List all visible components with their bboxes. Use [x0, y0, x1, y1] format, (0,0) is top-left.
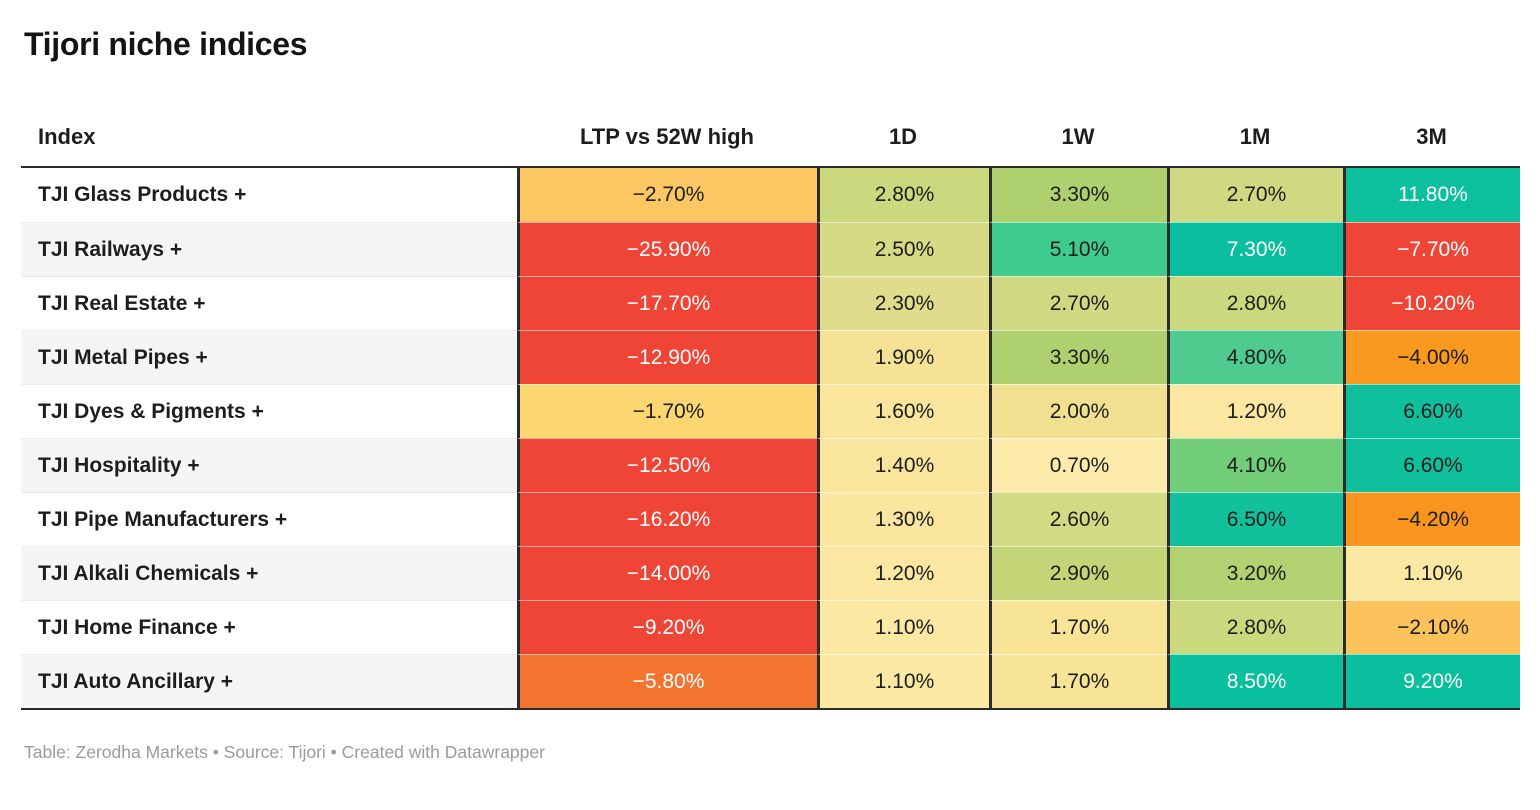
- value-cell: 1.40%: [817, 438, 989, 492]
- value-cell: −17.70%: [517, 276, 817, 330]
- table-header: Index LTP vs 52W high 1D 1W 1M 3M: [21, 122, 1520, 166]
- value-cell: 3.30%: [989, 168, 1167, 222]
- value-cell: 6.60%: [1343, 438, 1520, 492]
- column-header-1m: 1M: [1239, 124, 1271, 149]
- value-cell: 2.30%: [817, 276, 989, 330]
- value-cell: 1.60%: [817, 384, 989, 438]
- value-cell: 1.20%: [817, 546, 989, 600]
- page-title: Tijori niche indices: [24, 26, 308, 62]
- index-name-cell[interactable]: TJI Metal Pipes +: [21, 330, 517, 384]
- value-cell: 1.30%: [817, 492, 989, 546]
- index-name-cell[interactable]: TJI Dyes & Pigments +: [21, 384, 517, 438]
- index-name-cell[interactable]: TJI Railways +: [21, 222, 517, 276]
- value-cell: 1.10%: [817, 654, 989, 708]
- value-cell: −12.50%: [517, 438, 817, 492]
- table-chart: Tijori niche indices Index LTP vs 52W hi…: [21, 26, 1520, 762]
- value-cell: 0.70%: [989, 438, 1167, 492]
- value-cell: −4.20%: [1343, 492, 1520, 546]
- table-row: TJI Railways + −25.90% 2.50% 5.10% 7.30% −7.7…: [21, 222, 1520, 276]
- table-row: TJI Home Finance + −9.20% 1.10% 1.70% 2.80% −…: [21, 600, 1520, 654]
- column-header-1d: 1D: [888, 124, 918, 149]
- value-cell: 3.20%: [1167, 546, 1343, 600]
- value-cell: 8.50%: [1167, 654, 1343, 708]
- value-cell: 3.30%: [989, 330, 1167, 384]
- column-header-index: Index: [38, 124, 96, 149]
- index-name-cell[interactable]: TJI Auto Ancillary +: [21, 654, 517, 708]
- table-row: TJI Glass Products + −2.70% 2.80% 3.30% 2.70…: [21, 168, 1520, 222]
- value-cell: −12.90%: [517, 330, 817, 384]
- value-cell: 1.70%: [989, 654, 1167, 708]
- table-row: TJI Pipe Manufacturers + −16.20% 1.30% 2.60…: [21, 492, 1520, 546]
- value-cell: 6.50%: [1167, 492, 1343, 546]
- value-cell: 2.80%: [1167, 600, 1343, 654]
- attribution-footer: Table: Zerodha Markets • Source: Tijori …: [24, 742, 545, 762]
- column-header-1w: 1W: [1061, 124, 1095, 149]
- table-row: TJI Dyes & Pigments + −1.70% 1.60% 2.00% 1.2…: [21, 384, 1520, 438]
- value-cell: −2.70%: [517, 168, 817, 222]
- column-header-ltp-52w: LTP vs 52W high: [580, 124, 754, 149]
- index-name-cell[interactable]: TJI Hospitality +: [21, 438, 517, 492]
- value-cell: 2.50%: [817, 222, 989, 276]
- value-cell: −10.20%: [1343, 276, 1520, 330]
- value-cell: 6.60%: [1343, 384, 1520, 438]
- table-row: TJI Metal Pipes + −12.90% 1.90% 3.30% 4.80% −…: [21, 330, 1520, 384]
- value-cell: −16.20%: [517, 492, 817, 546]
- value-cell: −4.00%: [1343, 330, 1520, 384]
- value-cell: −1.70%: [517, 384, 817, 438]
- table-row: TJI Hospitality + −12.50% 1.40% 0.70% 4.10% 6…: [21, 438, 1520, 492]
- value-cell: 2.80%: [817, 168, 989, 222]
- value-cell: 2.00%: [989, 384, 1167, 438]
- value-cell: 2.70%: [1167, 168, 1343, 222]
- index-name-cell[interactable]: TJI Pipe Manufacturers +: [21, 492, 517, 546]
- index-name-cell[interactable]: TJI Glass Products +: [21, 168, 517, 222]
- value-cell: 2.70%: [989, 276, 1167, 330]
- value-cell: 1.10%: [1343, 546, 1520, 600]
- value-cell: −5.80%: [517, 654, 817, 708]
- value-cell: 9.20%: [1343, 654, 1520, 708]
- value-cell: −7.70%: [1343, 222, 1520, 276]
- value-cell: 4.10%: [1167, 438, 1343, 492]
- column-header-3m: 3M: [1416, 124, 1447, 149]
- value-cell: −14.00%: [517, 546, 817, 600]
- value-cell: 1.10%: [817, 600, 989, 654]
- value-cell: −25.90%: [517, 222, 817, 276]
- index-name-cell[interactable]: TJI Alkali Chemicals +: [21, 546, 517, 600]
- table-row: TJI Auto Ancillary + −5.80% 1.10% 1.70% 8.50…: [21, 654, 1520, 708]
- value-cell: 2.80%: [1167, 276, 1343, 330]
- value-cell: 11.80%: [1343, 168, 1520, 222]
- table-body: TJI Glass Products + −2.70% 2.80% 3.30% 2.70…: [21, 166, 1520, 710]
- value-cell: 5.10%: [989, 222, 1167, 276]
- value-cell: 4.80%: [1167, 330, 1343, 384]
- value-cell: −2.10%: [1343, 600, 1520, 654]
- value-cell: 7.30%: [1167, 222, 1343, 276]
- value-cell: 1.20%: [1167, 384, 1343, 438]
- value-cell: 1.90%: [817, 330, 989, 384]
- table-row: TJI Alkali Chemicals + −14.00% 1.20% 2.90% 3…: [21, 546, 1520, 600]
- value-cell: 1.70%: [989, 600, 1167, 654]
- index-name-cell[interactable]: TJI Home Finance +: [21, 600, 517, 654]
- table-row: TJI Real Estate + −17.70% 2.30% 2.70% 2.80% −…: [21, 276, 1520, 330]
- value-cell: 2.60%: [989, 492, 1167, 546]
- value-cell: 2.90%: [989, 546, 1167, 600]
- value-cell: −9.20%: [517, 600, 817, 654]
- index-name-cell[interactable]: TJI Real Estate +: [21, 276, 517, 330]
